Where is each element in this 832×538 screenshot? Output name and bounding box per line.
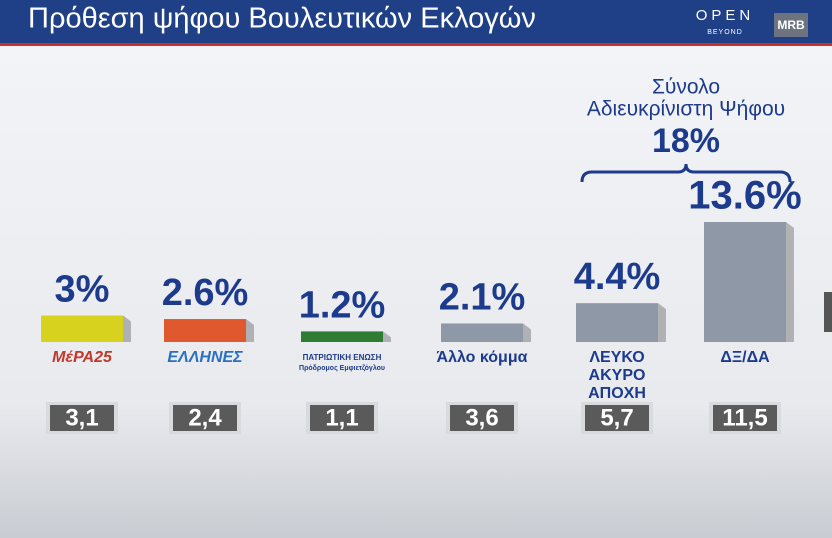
previous-value-label: 1,1 — [325, 404, 358, 431]
previous-value-label: 11,5 — [722, 404, 767, 431]
previous-value-inner — [713, 405, 777, 431]
previous-value-label: 3,1 — [65, 404, 98, 431]
brand-logo: BEYOND — [707, 29, 743, 36]
edge-tab — [824, 292, 832, 332]
previous-value-label: 3,6 — [465, 404, 498, 431]
previous-value-inner — [450, 405, 514, 431]
brand-logo: MRB — [777, 18, 805, 32]
bar-side — [383, 331, 391, 342]
value-label: 13.6% — [688, 174, 801, 218]
bar-side — [123, 315, 131, 342]
category-label: ΔΞ/ΔΑ — [720, 349, 770, 366]
bar-side — [523, 323, 531, 342]
value-label: 2.6% — [162, 272, 249, 314]
value-label: 4.4% — [574, 256, 661, 298]
chart-title: Πρόθεση ψήφου Βουλευτικών Εκλογών — [28, 3, 536, 35]
category-label: ΕΛΛΗΝΕΣ — [167, 349, 243, 366]
category-label: ΑΚΥΡΟ — [589, 367, 646, 384]
bar — [704, 222, 786, 342]
bar-side — [246, 319, 254, 342]
value-label: 3% — [55, 269, 110, 311]
previous-value-label: 5,7 — [600, 404, 633, 431]
category-label: ΛΕΥΚΟ — [589, 349, 644, 366]
header-bar — [0, 0, 832, 45]
header-accent — [0, 43, 832, 46]
previous-value-inner — [585, 405, 649, 431]
value-label: 2.1% — [439, 277, 526, 319]
category-label: ΠΑΤΡΙΩΤΙΚΗ ΕΝΩΣΗ — [303, 353, 382, 362]
bar — [41, 315, 123, 342]
bar — [441, 323, 523, 342]
previous-value-label: 2,4 — [188, 404, 222, 431]
annotation-text: Σύνολο — [652, 76, 720, 99]
bar-side — [658, 303, 666, 342]
brand-box — [774, 13, 808, 37]
annotation-value: 18% — [652, 122, 720, 160]
bar — [301, 331, 383, 342]
brand-logo: OPEN — [696, 7, 755, 24]
previous-value-inner — [173, 405, 237, 431]
category-label: ΑΠΟΧΗ — [588, 385, 646, 402]
previous-value-inner — [50, 405, 114, 431]
category-label: Πρόδρομος Εμφιετζόγλου — [299, 364, 385, 372]
value-label: 1.2% — [299, 284, 386, 326]
previous-value-inner — [310, 405, 374, 431]
annotation-text: Αδιευκρίνιστη Ψήφου — [587, 98, 785, 121]
bar — [576, 303, 658, 342]
bar — [164, 319, 246, 342]
category-label: ΜέΡΑ25 — [52, 349, 113, 366]
annotation-bracket — [580, 163, 792, 183]
category-label: Άλλο κόμμα — [437, 349, 528, 366]
bar-side — [786, 222, 794, 342]
